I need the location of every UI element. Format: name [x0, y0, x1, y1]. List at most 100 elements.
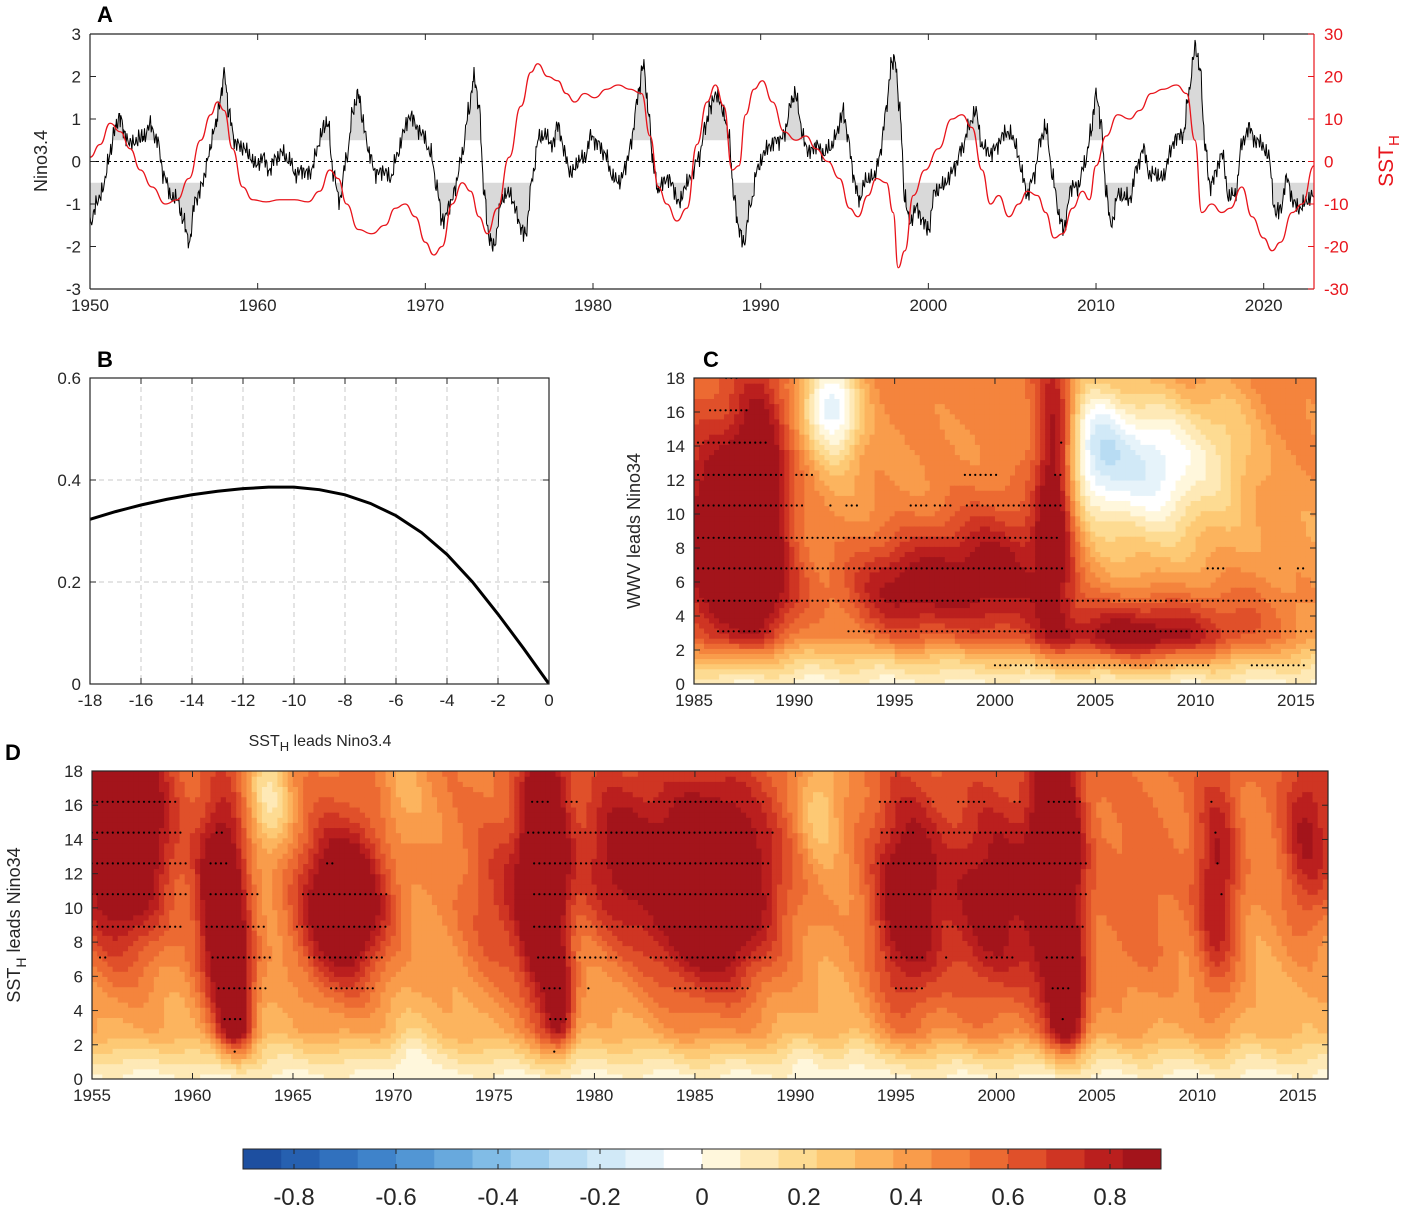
heatmap-cell — [874, 648, 881, 654]
heatmap-cell — [1070, 587, 1076, 593]
heatmap-cell — [999, 582, 1006, 588]
heatmap-cell — [999, 678, 1006, 684]
heatmap-cell — [879, 383, 886, 389]
heatmap-cell — [754, 597, 760, 603]
heatmap-cell — [879, 515, 886, 522]
heatmap-cell — [899, 423, 906, 430]
heatmap-cell — [859, 556, 866, 563]
heatmap-cell — [984, 571, 991, 578]
heatmap-cell — [979, 510, 986, 517]
heatmap-cell — [929, 449, 936, 456]
heatmap-cell — [1045, 571, 1051, 578]
heatmap-cell — [869, 408, 876, 415]
heatmap-cell — [699, 643, 705, 649]
heatmap-cell — [1080, 576, 1086, 583]
heatmap-cell — [994, 459, 1001, 466]
heatmap-cell — [729, 510, 735, 517]
heatmap-cell — [834, 582, 841, 588]
heatmap-cell — [899, 653, 906, 660]
heatmap-cell — [754, 551, 760, 558]
heatmap-cell — [694, 388, 700, 394]
heatmap-cell — [854, 551, 861, 558]
heatmap-cell — [879, 643, 886, 649]
heatmap-cell — [789, 469, 795, 476]
heatmap-cell — [739, 576, 745, 583]
heatmap-cell — [954, 520, 961, 527]
heatmap-cell — [984, 678, 991, 684]
heatmap-cell — [1040, 541, 1046, 547]
heatmap-cell — [849, 607, 856, 614]
heatmap-cell — [749, 587, 755, 593]
heatmap-cell — [994, 556, 1001, 563]
heatmap-cell — [779, 648, 785, 654]
heatmap-cell — [964, 602, 971, 609]
heatmap-cell — [749, 403, 755, 410]
heatmap-cell — [879, 592, 886, 598]
heatmap-cell — [974, 561, 981, 568]
heatmap-cell — [749, 571, 755, 578]
heatmap-cell — [1025, 653, 1031, 660]
heatmap-cell — [984, 490, 991, 496]
heatmap-cell — [694, 668, 700, 675]
heatmap-cell — [929, 418, 936, 425]
heatmap-cell — [754, 582, 760, 588]
heatmap-cell — [1075, 408, 1081, 415]
heatmap-cell — [844, 658, 851, 665]
heatmap-cell — [764, 505, 770, 512]
heatmap-cell — [914, 495, 921, 501]
heatmap-cell — [719, 378, 725, 384]
heatmap-cell — [869, 500, 876, 507]
heatmap-cell — [749, 500, 755, 507]
heatmap-cell — [829, 520, 836, 527]
heatmap-cell — [809, 449, 815, 456]
heatmap-cell — [699, 388, 705, 394]
heatmap-cell — [799, 510, 805, 517]
heatmap-cell — [739, 653, 745, 660]
heatmap-cell — [1050, 546, 1056, 552]
heatmap-cell — [759, 490, 765, 496]
heatmap-cell — [1045, 582, 1051, 588]
heatmap-cell — [864, 668, 871, 675]
heatmap-cell — [924, 525, 931, 532]
heatmap-cell — [1045, 592, 1051, 598]
heatmap-cell — [989, 408, 996, 415]
heatmap-cell — [939, 434, 946, 440]
heatmap-cell — [864, 520, 871, 527]
heatmap-cell — [774, 439, 780, 445]
heatmap-cell — [949, 668, 956, 675]
heatmap-cell — [949, 439, 956, 445]
heatmap-cell — [704, 658, 710, 665]
heatmap-cell — [1055, 474, 1061, 481]
heatmap-cell — [824, 612, 831, 619]
heatmap-cell — [1010, 474, 1016, 481]
heatmap-cell — [989, 536, 996, 542]
heatmap-cell — [954, 576, 961, 583]
heatmap-cell — [1030, 643, 1036, 649]
heatmap-cell — [1090, 378, 1096, 384]
heatmap-cell — [824, 531, 831, 537]
heatmap-cell — [839, 638, 846, 644]
heatmap-cell — [874, 607, 881, 614]
heatmap-cell — [769, 638, 775, 644]
heatmap-cell — [1050, 663, 1056, 670]
heatmap-cell — [924, 434, 931, 440]
heatmap-cell — [734, 520, 740, 527]
heatmap-cell — [814, 607, 821, 614]
heatmap-cell — [1025, 592, 1031, 598]
heatmap-cell — [989, 556, 996, 563]
heatmap-cell — [879, 459, 886, 466]
heatmap-cell — [884, 520, 891, 527]
heatmap-cell — [804, 638, 810, 644]
heatmap-cell — [739, 551, 745, 558]
heatmap-cell — [1020, 490, 1026, 496]
heatmap-cell — [714, 673, 720, 680]
heatmap-cell — [899, 464, 906, 471]
heatmap-cell — [694, 423, 700, 430]
heatmap-cell — [1060, 495, 1066, 501]
heatmap-cell — [914, 413, 921, 420]
heatmap-cell — [859, 464, 866, 471]
heatmap-cell — [1025, 627, 1031, 634]
heatmap-cell — [1090, 561, 1096, 568]
heatmap-cell — [709, 429, 715, 435]
heatmap-cell — [969, 520, 976, 527]
